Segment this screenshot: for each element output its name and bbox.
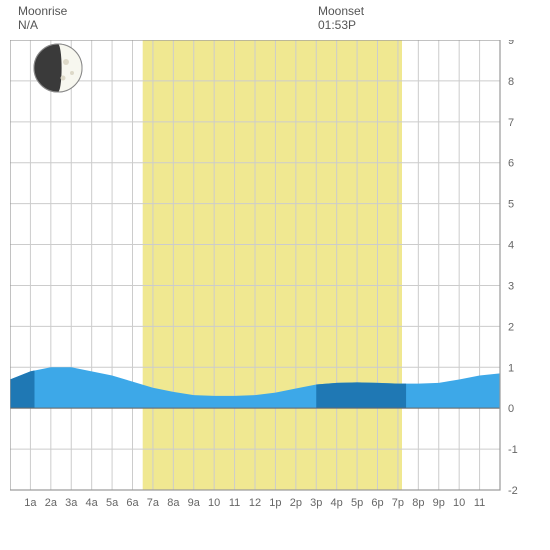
- svg-text:9: 9: [508, 40, 514, 47]
- moonset-value: 01:53P: [318, 18, 356, 32]
- svg-text:0: 0: [508, 403, 514, 415]
- svg-text:8p: 8p: [412, 497, 424, 509]
- svg-text:3a: 3a: [65, 497, 78, 509]
- svg-text:3: 3: [508, 280, 514, 292]
- svg-text:11: 11: [229, 497, 240, 509]
- moonset-label: Moonset: [318, 4, 364, 18]
- tide-chart-container: Moonrise N/A Moonset 01:53P -2-101234567…: [0, 0, 550, 550]
- svg-text:9a: 9a: [188, 497, 201, 509]
- svg-text:5a: 5a: [106, 497, 119, 509]
- svg-text:8: 8: [508, 76, 514, 88]
- svg-text:10: 10: [208, 497, 220, 509]
- moonrise-label: Moonrise: [18, 4, 67, 18]
- svg-text:2a: 2a: [45, 497, 58, 509]
- svg-text:3p: 3p: [310, 497, 322, 509]
- svg-text:12: 12: [249, 497, 261, 509]
- svg-text:1p: 1p: [269, 497, 281, 509]
- svg-text:2p: 2p: [290, 497, 302, 509]
- svg-text:-2: -2: [508, 485, 518, 497]
- svg-text:9p: 9p: [433, 497, 445, 509]
- svg-text:2: 2: [508, 321, 514, 333]
- svg-text:8a: 8a: [167, 497, 180, 509]
- svg-text:10: 10: [453, 497, 465, 509]
- svg-text:7: 7: [508, 117, 514, 129]
- svg-text:7a: 7a: [147, 497, 160, 509]
- svg-text:1a: 1a: [24, 497, 37, 509]
- svg-text:6: 6: [508, 158, 514, 170]
- svg-text:11: 11: [474, 497, 485, 509]
- svg-text:6a: 6a: [126, 497, 139, 509]
- svg-text:7p: 7p: [392, 497, 404, 509]
- svg-text:1: 1: [508, 362, 514, 374]
- moonrise-value: N/A: [18, 18, 38, 32]
- svg-text:4p: 4p: [331, 497, 343, 509]
- svg-text:5: 5: [508, 199, 514, 211]
- svg-text:6p: 6p: [371, 497, 383, 509]
- moon-phase-icon: [0, 40, 140, 160]
- svg-text:5p: 5p: [351, 497, 363, 509]
- svg-text:4a: 4a: [86, 497, 99, 509]
- svg-text:4: 4: [508, 240, 514, 252]
- svg-text:-1: -1: [508, 444, 518, 456]
